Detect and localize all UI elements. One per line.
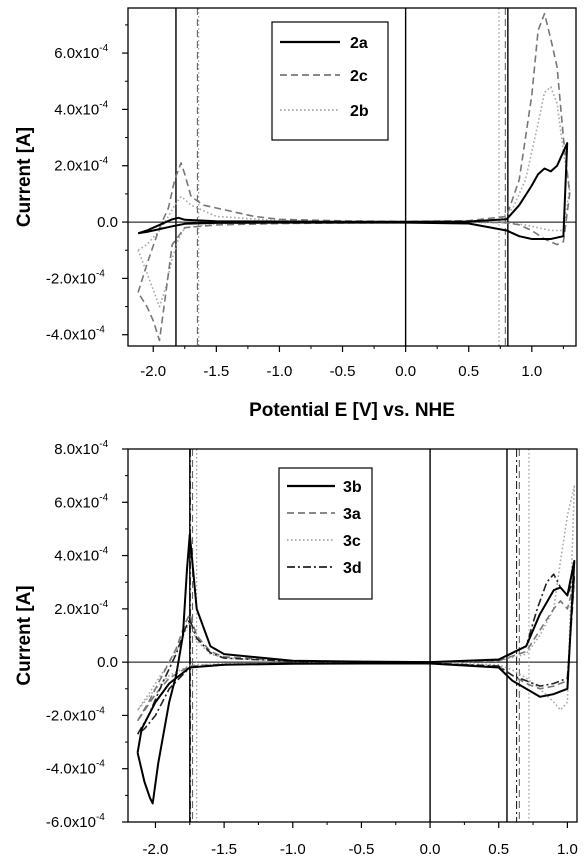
p2-y-tick-label: -6.0x10-4 bbox=[46, 812, 105, 831]
p1-legend-label-2c: 2c bbox=[350, 68, 368, 85]
p2-legend-box bbox=[278, 467, 373, 600]
p2-legend-label-3b: 3b bbox=[343, 479, 362, 496]
p1-plot-frame bbox=[127, 7, 577, 347]
p2-y-tick-label: -2.0x10-4 bbox=[46, 705, 105, 724]
p1-y-tick-label: -2.0x10-4 bbox=[46, 268, 105, 287]
p1-x-tick-label: 0.0 bbox=[395, 363, 416, 380]
p2-legend-label-3c: 3c bbox=[343, 533, 361, 550]
p1-x-axis-label: Potential E [V] vs. NHE bbox=[249, 400, 455, 421]
p1-x-tick-label: -2.0 bbox=[140, 363, 166, 380]
p1-series-2c-line bbox=[137, 12, 571, 342]
p1-y-tick-label: 2.0x10-4 bbox=[54, 156, 108, 175]
p2-series-3b-line bbox=[136, 533, 576, 805]
p1-series-2a-line bbox=[137, 142, 569, 240]
p1-chart: -2.0 -1.5 -1.0 -0.5 0.0 0.5 1.0 -4.0x10-4 -2.0x1… bbox=[14, 7, 577, 421]
p2-y-tick-label: 2.0x10-4 bbox=[54, 599, 108, 618]
p1-x-tick-label: -1.5 bbox=[203, 363, 229, 380]
p1-y-axis-label: Current [A] bbox=[14, 127, 35, 227]
p1-x-tick-label: -0.5 bbox=[330, 363, 356, 380]
p1-legend-box bbox=[271, 21, 389, 141]
p2-chart: -2.0 -1.5 -1.0 -0.5 0.0 0.5 1.0 -6.0x10-4 -4.0x1… bbox=[14, 439, 578, 858]
p2-x-tick-label: 1.0 bbox=[557, 841, 578, 858]
p1-x-tick-label: 1.0 bbox=[521, 363, 542, 380]
p1-x-tick-label: 0.5 bbox=[458, 363, 479, 380]
p2-legend-label-3d: 3d bbox=[343, 560, 362, 577]
p2-y-tick-label: -4.0x10-4 bbox=[46, 759, 105, 778]
p1-x-tick-label: -1.0 bbox=[267, 363, 293, 380]
p2-legend: 3b 3a 3c 3d bbox=[278, 467, 373, 600]
p2-x-tick-label: 0.0 bbox=[420, 841, 441, 858]
p1-legend-label-2b: 2b bbox=[350, 103, 369, 120]
p2-x-tick-label: -1.5 bbox=[211, 841, 237, 858]
p1-y-tick-label: 0.0 bbox=[97, 214, 118, 231]
p1-y-tick-label: 4.0x10-4 bbox=[54, 99, 108, 118]
p1-legend-label-2a: 2a bbox=[350, 35, 368, 52]
p1-legend: 2a 2c 2b bbox=[271, 21, 389, 141]
p2-y-axis-label: Current [A] bbox=[14, 585, 35, 685]
p2-y-tick-label: 6.0x10-4 bbox=[54, 492, 108, 511]
p2-x-tick-label: -0.5 bbox=[348, 841, 374, 858]
p1-y-tick-label: -4.0x10-4 bbox=[46, 325, 105, 344]
p2-y-tick-label: 4.0x10-4 bbox=[54, 546, 108, 565]
p2-legend-label-3a: 3a bbox=[343, 506, 361, 523]
p2-y-tick-label: 8.0x10-4 bbox=[54, 439, 108, 458]
p2-x-tick-label: -1.0 bbox=[280, 841, 306, 858]
p2-x-tick-label: -2.0 bbox=[143, 841, 169, 858]
p2-x-tick-label: 0.5 bbox=[488, 841, 509, 858]
p2-y-tick-label: 0.0 bbox=[97, 654, 118, 671]
p2-series-3c-line bbox=[136, 485, 576, 711]
p1-y-tick-label: 6.0x10-4 bbox=[54, 43, 108, 62]
p2-series-3a-line bbox=[136, 581, 576, 722]
